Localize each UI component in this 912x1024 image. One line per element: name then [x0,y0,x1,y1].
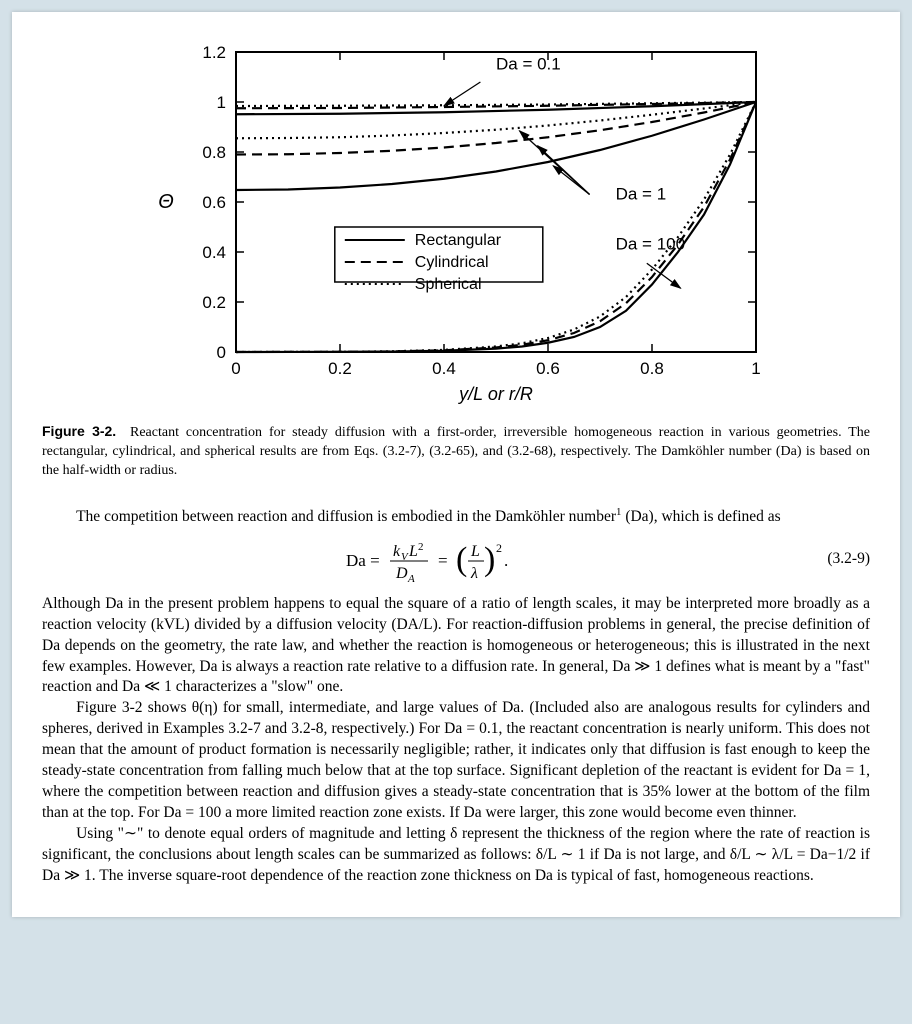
svg-text:1.2: 1.2 [202,43,226,62]
para-3: Figure 3-2 shows θ(η) for small, interme… [42,698,870,824]
svg-text:0.4: 0.4 [432,359,456,378]
svg-text:2: 2 [418,541,424,553]
figure-3-2: 0 0.2 0.4 0.6 0.8 1 0 0.2 0.4 0.6 0.8 1 1.2 y/L or r/… [42,32,870,412]
svg-text:D: D [395,565,408,582]
figure-caption: Figure 3-2. Reactant concentration for s… [42,422,870,481]
figure-label: Figure 3-2. [42,423,116,439]
svg-text:0.8: 0.8 [202,143,226,162]
svg-text:0.2: 0.2 [328,359,352,378]
svg-text:0.2: 0.2 [202,293,226,312]
para-2: Although Da in the present problem happe… [42,594,870,699]
svg-text:): ) [484,541,495,578]
page: 0 0.2 0.4 0.6 0.8 1 0 0.2 0.4 0.6 0.8 1 1.2 y/L or r/… [12,12,900,917]
svg-text:0.6: 0.6 [202,193,226,212]
svg-text:0: 0 [217,343,226,362]
svg-text:(: ( [456,541,467,578]
svg-text:0.6: 0.6 [536,359,560,378]
svg-text:.: . [504,551,508,570]
svg-text:Rectangular: Rectangular [415,232,502,249]
svg-text:L: L [408,543,418,560]
svg-text:y/L or r/R: y/L or r/R [457,384,533,404]
svg-text:0.4: 0.4 [202,243,226,262]
svg-text:A: A [407,573,415,584]
body-text: The competition between reaction and dif… [42,505,870,887]
svg-text:L: L [470,543,480,560]
svg-text:Da = 0.1: Da = 0.1 [496,55,561,74]
svg-text:Da = 100: Da = 100 [616,235,685,254]
equation-3-2-9: Da = k V L 2 D A = ( L λ ) 2 . [346,536,566,584]
svg-text:k: k [393,543,401,560]
para-4: Using "∼" to denote equal orders of magn… [42,824,870,887]
svg-text:Cylindrical: Cylindrical [415,254,489,271]
svg-text:1: 1 [217,93,226,112]
equation-number: (3.2-9) [827,549,870,570]
svg-text:1: 1 [751,359,760,378]
svg-text:Spherical: Spherical [415,276,482,293]
svg-text:Θ: Θ [158,191,174,213]
figure-caption-text: Reactant concentration for steady diffus… [42,425,870,478]
svg-text:0: 0 [231,359,240,378]
chart-svg: 0 0.2 0.4 0.6 0.8 1 0 0.2 0.4 0.6 0.8 1 1.2 y/L or r/… [106,32,806,412]
svg-text:=: = [438,551,448,570]
svg-text:Da =: Da = [346,551,380,570]
equation-row: Da = k V L 2 D A = ( L λ ) 2 . (3.2-9) [42,534,870,586]
svg-text:0.8: 0.8 [640,359,664,378]
svg-text:Da = 1: Da = 1 [616,185,667,204]
para-1: The competition between reaction and dif… [42,505,870,528]
svg-text:λ: λ [470,565,478,582]
svg-text:2: 2 [496,541,502,555]
